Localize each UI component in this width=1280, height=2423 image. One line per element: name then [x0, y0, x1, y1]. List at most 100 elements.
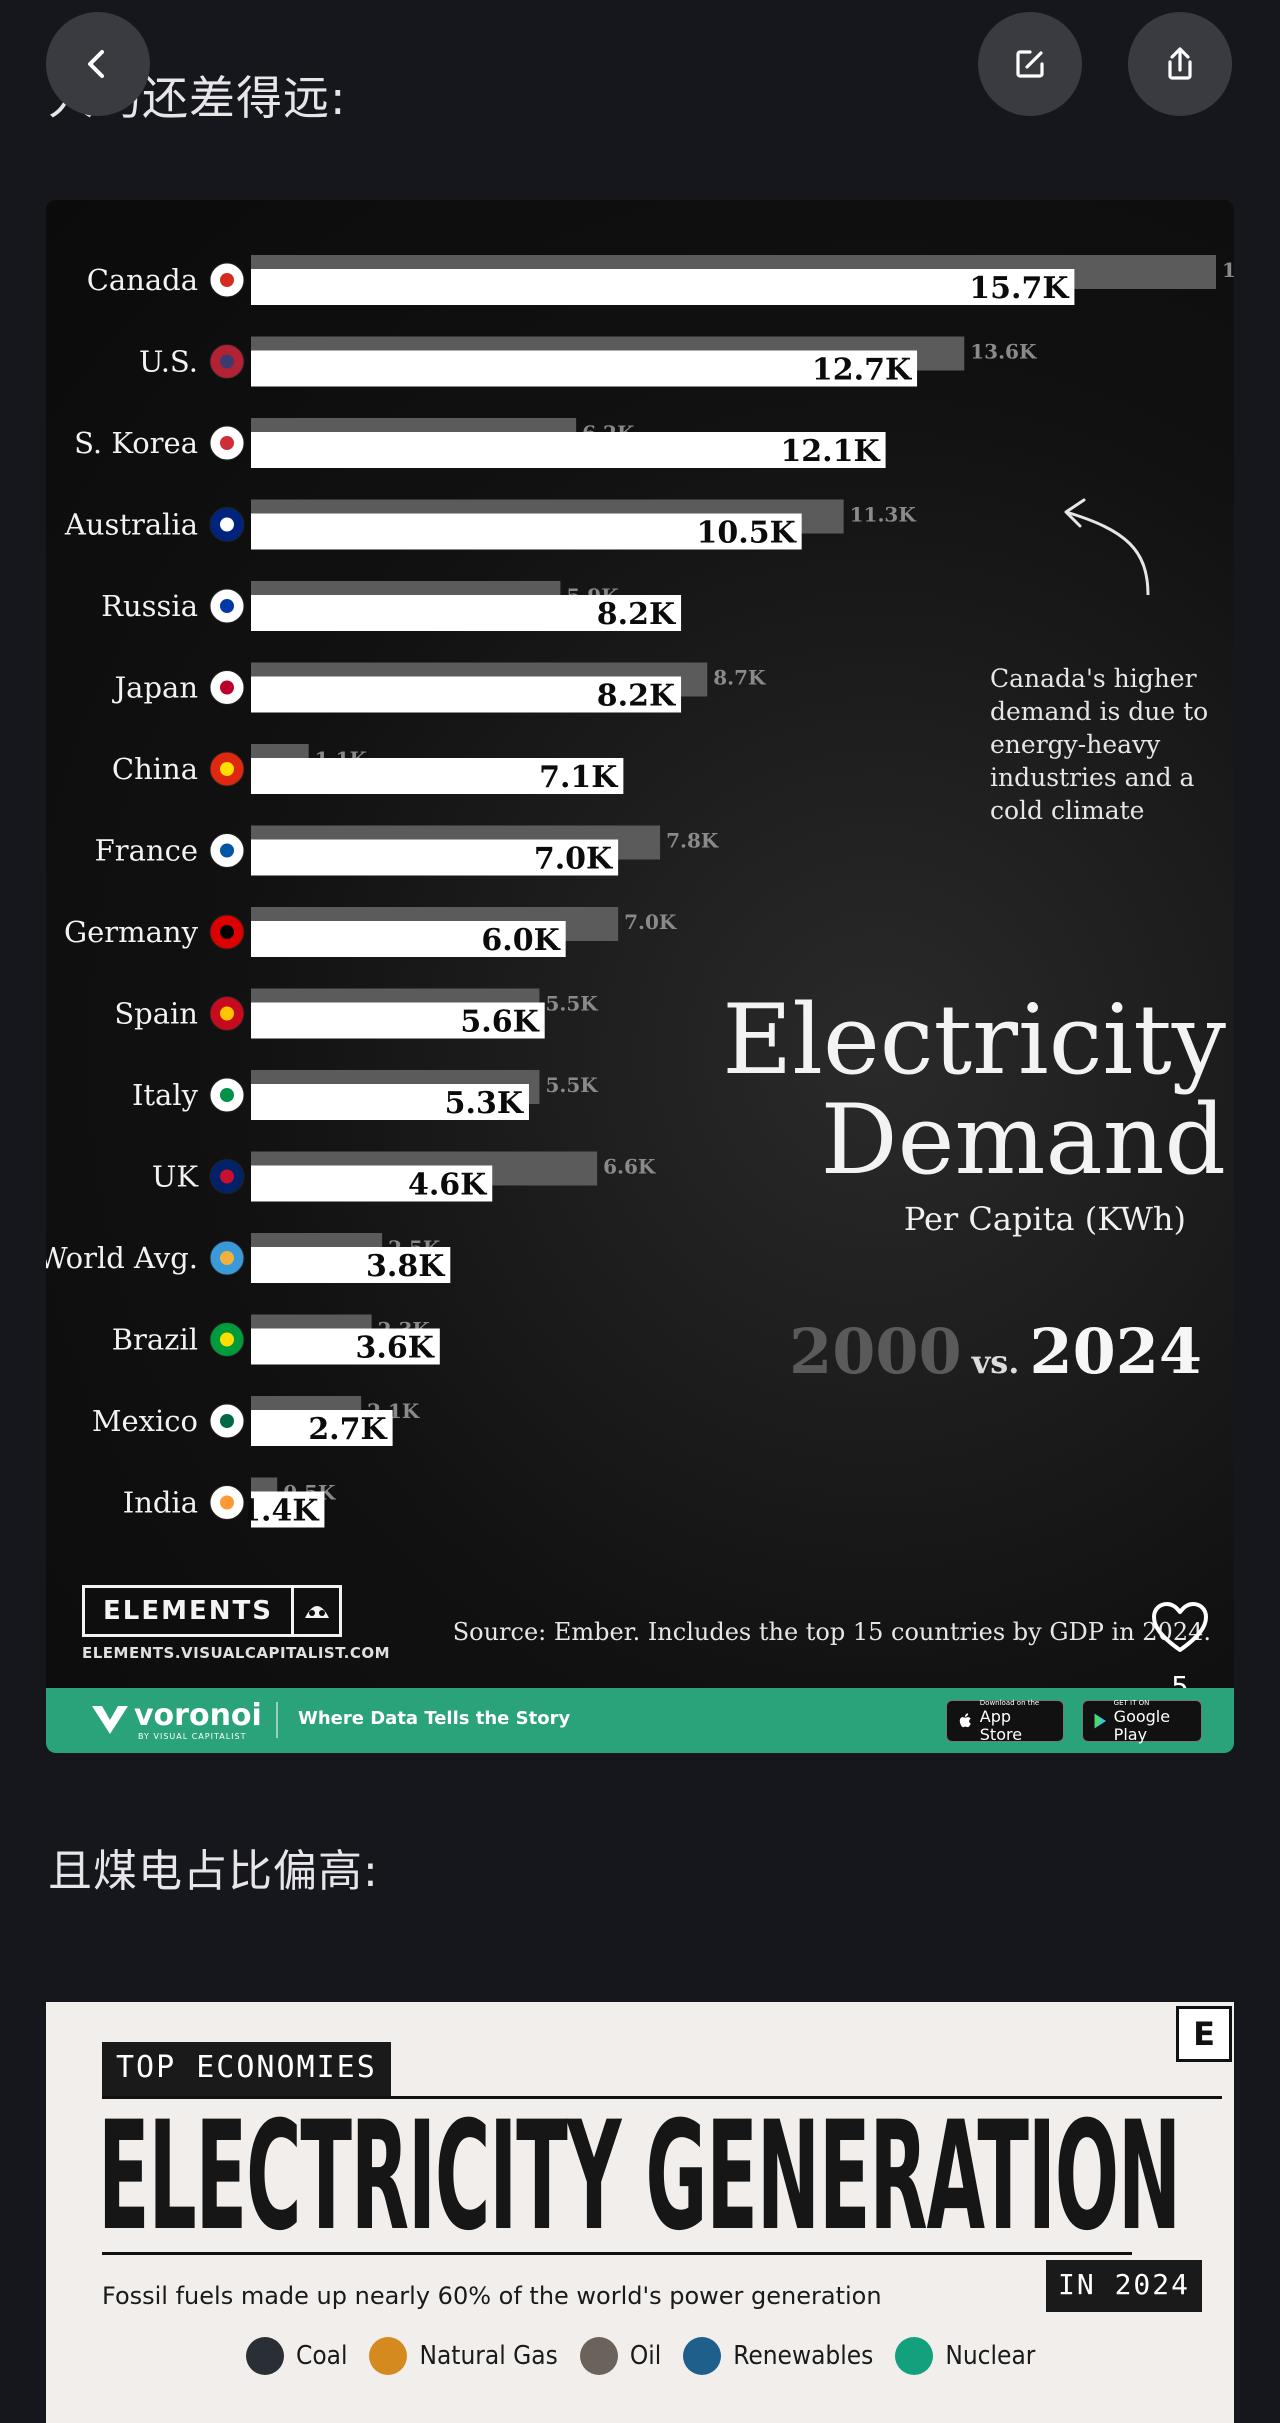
footer-divider — [276, 1702, 278, 1738]
globe-icon-center — [220, 1251, 234, 1265]
google-play-badge[interactable]: GET IT ON Google Play — [1082, 1698, 1202, 1744]
south-korea-flag-icon-center — [220, 436, 234, 450]
country-label-spain: Spain — [114, 997, 198, 1031]
bar-2024-u-s- — [251, 350, 918, 387]
elements-badge: E — [1176, 2006, 1232, 2062]
year-2024: 2024 — [1029, 1315, 1202, 1388]
voronoi-subtext: BY VISUAL CAPITALIST — [138, 1732, 247, 1741]
share-button[interactable] — [1128, 12, 1232, 116]
app-store-badge[interactable]: Download on the App Store — [946, 1699, 1064, 1744]
legend-swatch — [369, 2337, 408, 2375]
value-2024-mexico: 2.7K — [308, 1412, 387, 1447]
chart-title: Electricity Demand — [656, 990, 1226, 1190]
value-2000-u-s-: 13.6K — [970, 340, 1037, 364]
value-2000-italy: 5.5K — [545, 1073, 598, 1097]
value-2024-s-korea: 12.1K — [780, 434, 880, 469]
country-label-italy: Italy — [132, 1078, 199, 1112]
legend-label: Renewables — [733, 2341, 874, 2371]
italy-flag-icon-center — [220, 1088, 234, 1102]
value-2024-russia: 8.2K — [597, 597, 676, 632]
value-2024-world-avg-: 3.8K — [366, 1249, 445, 1284]
elements-mark-icon — [291, 1588, 339, 1634]
legend-item-coal: Coal — [246, 2337, 347, 2375]
france-flag-icon-center — [220, 843, 234, 858]
bar-chart: 18.4K15.7KCanada13.6K12.7KU.S.6.2K12.1KS… — [46, 255, 1234, 1529]
legend-swatch — [579, 2337, 618, 2375]
heart-icon[interactable] — [1150, 1598, 1210, 1658]
value-2024-u-s-: 12.7K — [812, 353, 912, 388]
google-play-label: Google Play — [1113, 1706, 1171, 1744]
top-bar: 人均还差得远: — [0, 0, 1280, 140]
share-icon — [1168, 47, 1192, 80]
bar-2024-china — [251, 758, 624, 794]
country-label-canada: Canada — [87, 263, 198, 297]
value-2000-spain: 5.5K — [545, 992, 598, 1016]
edit-button[interactable] — [978, 12, 1082, 116]
chart-subtitle: Per Capita (KWh) — [903, 1200, 1186, 1238]
value-2024-australia: 10.5K — [697, 516, 797, 551]
value-2024-germany: 6.0K — [481, 923, 560, 958]
value-2024-canada: 15.7K — [969, 271, 1069, 306]
country-label-india: India — [123, 1486, 198, 1520]
country-label-australia: Australia — [64, 508, 198, 542]
edit-icon — [1016, 50, 1044, 78]
app-store-label: App Store — [979, 1706, 1023, 1744]
value-2024-spain: 5.6K — [460, 1005, 539, 1040]
legend-item-oil: Oil — [579, 2337, 662, 2375]
headline: ELECTRICITY GENERATION — [98, 2090, 1181, 2264]
bar-2024-japan — [251, 676, 682, 713]
elements-url: ELEMENTS.VISUALCAPITALIST.COM — [82, 1644, 391, 1662]
country-label-japan: Japan — [112, 671, 198, 705]
legend-item-renewables: Renewables — [683, 2337, 873, 2375]
country-label-u-s-: U.S. — [139, 345, 198, 379]
country-label-s-korea: S. Korea — [74, 426, 198, 460]
dek-text: Fossil fuels made up nearly 60% of the w… — [102, 2282, 882, 2310]
spain-flag-icon-center — [220, 1006, 234, 1021]
bar-2024-russia — [251, 595, 682, 631]
value-2000-germany: 7.0K — [624, 910, 677, 934]
legend-label: Oil — [629, 2341, 662, 2371]
uk-flag-icon-center — [220, 1169, 234, 1184]
country-label-russia: Russia — [101, 589, 198, 623]
value-2000-canada: 18.4K — [1222, 258, 1234, 282]
electricity-generation-infographic[interactable]: E TOP ECONOMIES ELECTRICITY GENERATION I… — [46, 2002, 1234, 2423]
bar-2024-germany — [251, 921, 566, 957]
legend-item-natural-gas: Natural Gas — [369, 2337, 558, 2375]
chevron-left-icon — [88, 50, 104, 78]
country-label-mexico: Mexico — [92, 1404, 198, 1438]
india-flag-icon-center — [220, 1495, 234, 1510]
apple-icon — [959, 1713, 971, 1728]
us-flag-icon-center — [220, 354, 234, 369]
title-line-1: Electricity — [722, 984, 1226, 1096]
brazil-flag-icon-center — [220, 1332, 234, 1347]
year-2000: 2000 — [789, 1315, 962, 1388]
google-play-small: GET IT ON — [1113, 1698, 1150, 1707]
value-2024-brazil: 3.6K — [356, 1331, 435, 1366]
voronoi-footer: voronoi BY VISUAL CAPITALIST Where Data … — [46, 1688, 1234, 1753]
legend-label: Coal — [296, 2341, 348, 2371]
value-2024-uk: 4.6K — [408, 1168, 487, 1203]
voronoi-wordmark: voronoi — [134, 1698, 262, 1733]
country-label-germany: Germany — [64, 915, 199, 949]
legend-swatch — [895, 2337, 934, 2375]
country-label-world-avg-: World Avg. — [46, 1241, 198, 1275]
bar-2024-india — [251, 1491, 325, 1528]
bar-2024-canada — [251, 269, 1075, 305]
legend-item-nuclear: Nuclear — [895, 2337, 1035, 2375]
electricity-demand-infographic[interactable]: 18.4K15.7KCanada13.6K12.7KU.S.6.2K12.1KS… — [46, 200, 1234, 1753]
kicker-label: TOP ECONOMIES — [102, 2042, 391, 2096]
divider-top — [102, 2096, 1222, 2099]
value-2024-italy: 5.3K — [445, 1086, 524, 1121]
back-button[interactable] — [46, 12, 150, 116]
google-play-icon — [1094, 1713, 1107, 1729]
voronoi-logo-icon — [92, 1706, 128, 1734]
russia-flag-icon-center — [220, 599, 234, 613]
bar-2024-france — [251, 839, 619, 876]
country-label-uk: UK — [152, 1160, 199, 1194]
chart-source: Source: Ember. Includes the top 15 count… — [452, 1618, 1211, 1646]
bar-2024-australia — [251, 513, 802, 550]
bar-2024-uk — [251, 1165, 493, 1202]
vs-label: vs. — [971, 1343, 1020, 1381]
legend-swatch — [246, 2337, 284, 2375]
germany-flag-icon-center — [220, 925, 234, 939]
